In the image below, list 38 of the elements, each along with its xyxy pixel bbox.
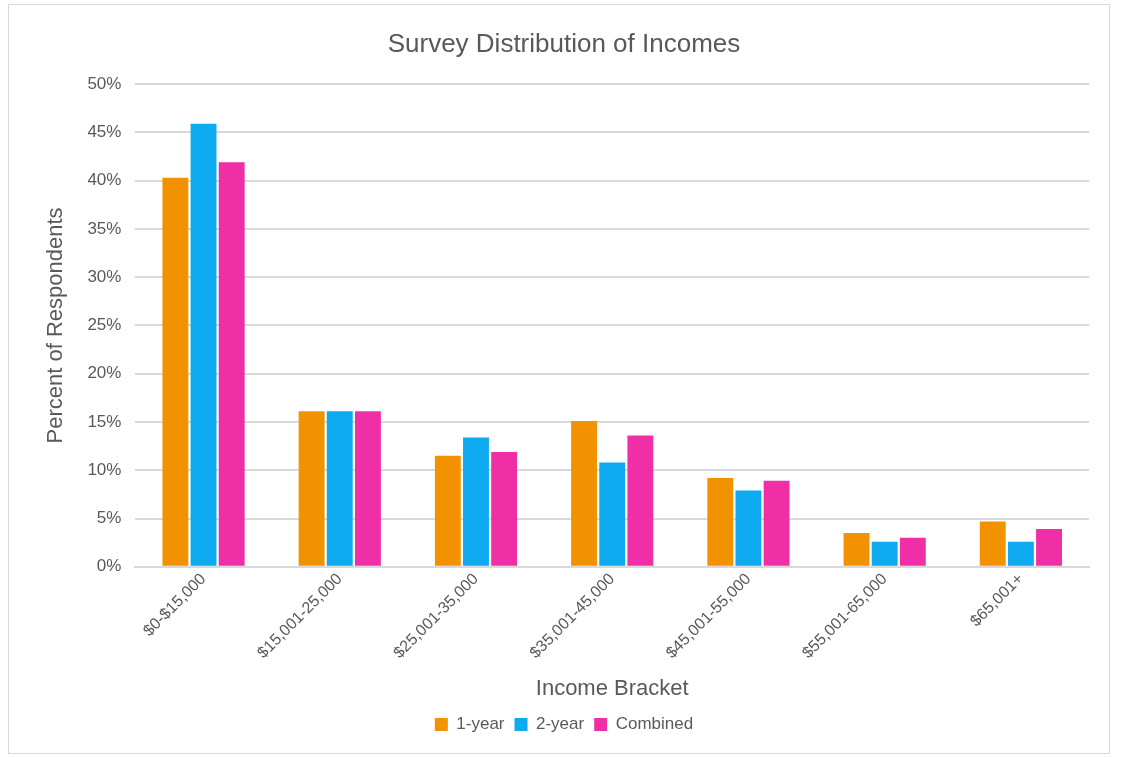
y-tick-label: 0% (96, 556, 122, 576)
legend-label: Combined (615, 714, 694, 734)
bar (218, 162, 245, 566)
y-tick-label: 40% (87, 170, 122, 190)
y-tick-label: 20% (87, 363, 122, 383)
x-axis-title: Income Bracket (535, 674, 689, 700)
chart-title: Survey Distribution of Incomes (387, 27, 741, 58)
y-tick-label: 30% (87, 266, 122, 286)
bar (979, 521, 1006, 566)
y-tick-label: 50% (87, 73, 122, 93)
y-tick-label: 5% (96, 508, 122, 528)
bar (735, 490, 762, 566)
y-tick-label: 10% (87, 459, 122, 479)
y-tick-label: 35% (87, 218, 122, 238)
legend-label: 1-year (456, 714, 505, 734)
bar (899, 537, 926, 566)
bar (871, 541, 898, 566)
bar (491, 451, 518, 566)
y-axis-title: Percent of Respondents (42, 207, 68, 444)
bar (843, 532, 870, 566)
bar (162, 177, 189, 566)
bar (434, 455, 461, 566)
legend-label: 2-year (536, 714, 585, 734)
bar (354, 411, 381, 566)
bar (707, 477, 734, 566)
y-tick-label: 15% (87, 411, 122, 431)
bar (1036, 529, 1062, 566)
bar (298, 411, 325, 566)
bar (571, 421, 598, 566)
bar (763, 480, 790, 566)
bar (190, 123, 217, 566)
y-tick-label: 25% (87, 315, 122, 335)
bar (326, 411, 353, 566)
bar (599, 462, 626, 566)
bar (1007, 541, 1034, 566)
bar (463, 437, 489, 566)
bar (627, 435, 654, 566)
y-tick-label: 45% (87, 122, 122, 142)
